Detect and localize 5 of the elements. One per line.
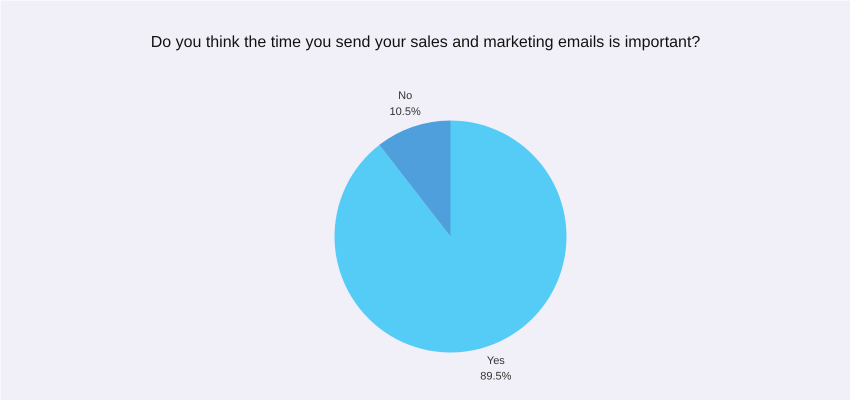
data-label: 10.5% (390, 106, 421, 118)
slice-label: Yes (486, 355, 506, 368)
data-label: 89.5% (480, 370, 512, 383)
slice-label: No (398, 90, 412, 102)
chart-title: Do you think the time you send your sales and marketing emails is important? (150, 34, 700, 51)
